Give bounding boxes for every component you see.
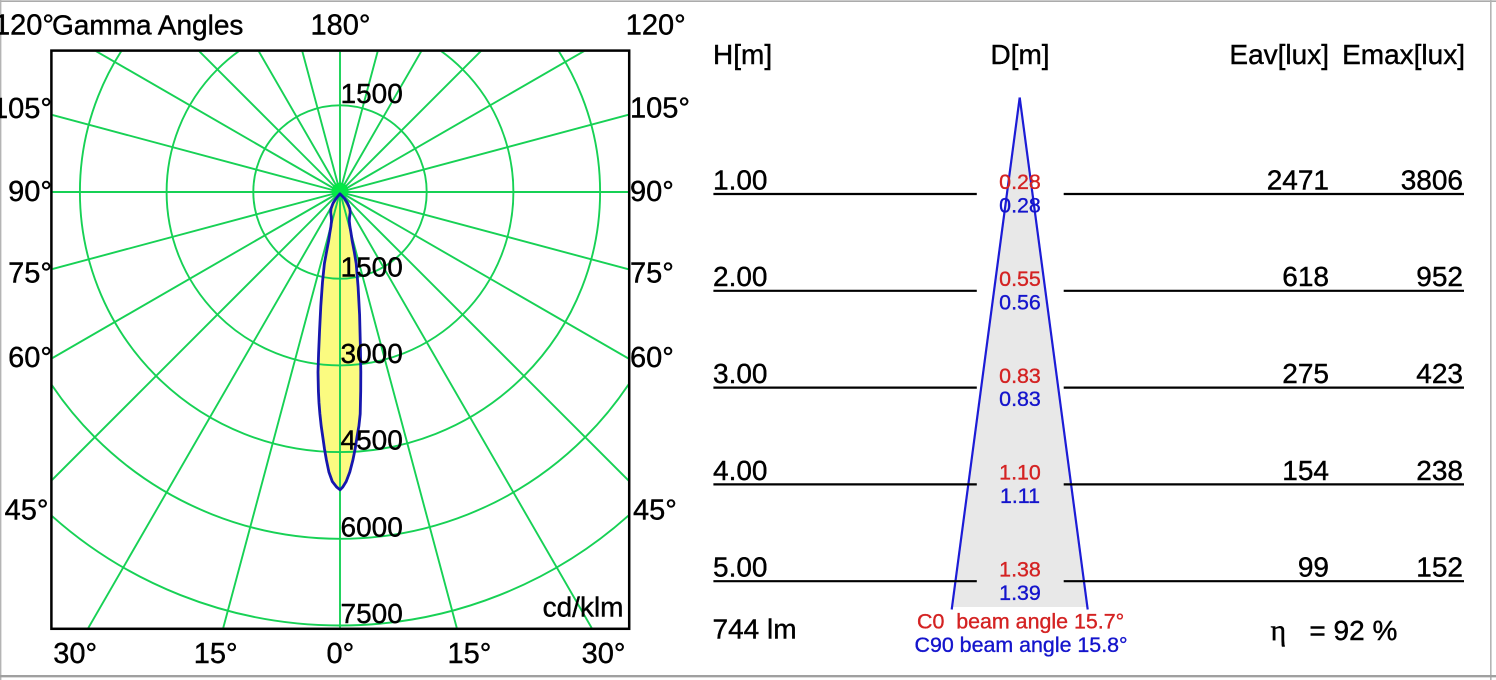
svg-text:952: 952 <box>1416 261 1463 292</box>
svg-text:1.38: 1.38 <box>999 557 1041 581</box>
svg-text:180°: 180° <box>311 10 371 42</box>
svg-text:1.11: 1.11 <box>1000 484 1040 508</box>
svg-text:1.00: 1.00 <box>713 164 768 195</box>
svg-text:30°: 30° <box>53 638 97 670</box>
svg-text:0°: 0° <box>327 638 355 670</box>
svg-text:3.00: 3.00 <box>713 358 768 389</box>
svg-text:= 92 %: = 92 % <box>1309 615 1397 646</box>
svg-text:Emax[lux]: Emax[lux] <box>1342 39 1465 70</box>
svg-text:3806: 3806 <box>1401 164 1463 195</box>
svg-text:75°: 75° <box>630 258 674 290</box>
svg-text:1.10: 1.10 <box>999 461 1041 485</box>
svg-text:D[m]: D[m] <box>990 39 1049 70</box>
svg-text:0.83: 0.83 <box>999 387 1041 411</box>
svg-text:C0 beam angle 15.7°: C0 beam angle 15.7° <box>917 610 1124 634</box>
svg-text:1500: 1500 <box>341 78 403 109</box>
svg-text:120°: 120° <box>626 10 686 42</box>
svg-text:75°: 75° <box>8 258 52 290</box>
svg-text:0.56: 0.56 <box>999 290 1041 314</box>
svg-text:7500: 7500 <box>341 598 403 629</box>
svg-text:cd/klm: cd/klm <box>543 592 624 623</box>
svg-text:0.55: 0.55 <box>999 267 1041 291</box>
svg-text:4.00: 4.00 <box>713 455 768 486</box>
svg-text:Gamma Angles: Gamma Angles <box>52 10 243 41</box>
svg-text:275: 275 <box>1282 358 1329 389</box>
svg-text:238: 238 <box>1416 455 1463 486</box>
svg-text:30°: 30° <box>582 638 626 670</box>
svg-text:105°: 105° <box>630 93 690 125</box>
svg-text:15°: 15° <box>194 638 238 670</box>
svg-text:99: 99 <box>1298 552 1329 583</box>
svg-text:618: 618 <box>1282 261 1329 292</box>
svg-text:15°: 15° <box>447 638 491 670</box>
svg-text:90°: 90° <box>8 176 52 208</box>
svg-text:H[m]: H[m] <box>713 39 772 70</box>
svg-text:4500: 4500 <box>341 425 403 456</box>
svg-text:2471: 2471 <box>1267 164 1329 195</box>
svg-text:744 lm: 744 lm <box>713 614 797 645</box>
svg-text:0.28: 0.28 <box>999 170 1041 194</box>
svg-text:0.28: 0.28 <box>999 194 1041 218</box>
svg-text:154: 154 <box>1282 455 1329 486</box>
svg-text:45°: 45° <box>633 495 677 527</box>
svg-text:45°: 45° <box>5 495 49 527</box>
svg-text:60°: 60° <box>8 342 52 374</box>
svg-text:120°: 120° <box>0 10 54 42</box>
svg-text:0.83: 0.83 <box>999 364 1041 388</box>
svg-text:1500: 1500 <box>341 251 403 282</box>
svg-text:423: 423 <box>1416 358 1463 389</box>
svg-text:152: 152 <box>1416 552 1463 583</box>
svg-text:2.00: 2.00 <box>713 261 768 292</box>
svg-text:105°: 105° <box>0 93 52 125</box>
svg-text:Eav[lux]: Eav[lux] <box>1229 39 1329 70</box>
svg-text:60°: 60° <box>630 342 674 374</box>
svg-text:5.00: 5.00 <box>713 552 768 583</box>
svg-text:1.39: 1.39 <box>999 581 1041 605</box>
svg-text:6000: 6000 <box>341 511 403 542</box>
svg-text:3000: 3000 <box>341 338 403 369</box>
svg-text:C90 beam angle 15.8°: C90 beam angle 15.8° <box>915 633 1128 657</box>
svg-text:90°: 90° <box>630 176 674 208</box>
svg-text:η: η <box>1271 614 1287 647</box>
